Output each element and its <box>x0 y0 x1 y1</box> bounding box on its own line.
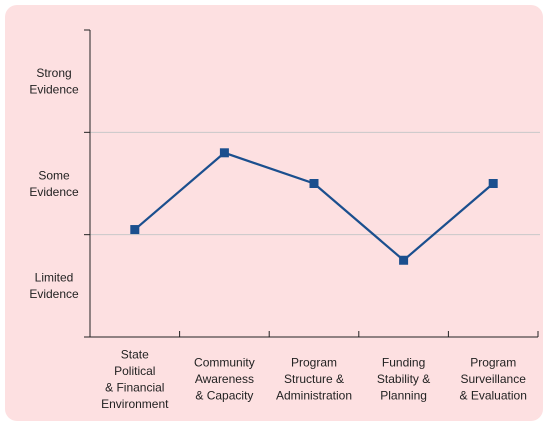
marker <box>488 179 498 188</box>
x-tick-label: Program Structure & Administration <box>276 356 352 403</box>
chart-background <box>5 5 543 421</box>
y-tick-label: Some Evidence <box>29 168 79 199</box>
y-tick-label: Limited Evidence <box>29 271 79 302</box>
x-tick-label: Community Awareness & Capacity <box>194 356 255 403</box>
x-tick-label: Funding Stability & Planning <box>377 356 430 403</box>
x-tick-label: State Political & Financial Environment <box>101 347 169 411</box>
marker <box>309 179 319 188</box>
marker <box>219 148 229 158</box>
marker <box>130 225 140 235</box>
y-tick-label: Strong Evidence <box>29 66 79 97</box>
x-tick-label: Program Surveillance & Evaluation <box>460 356 527 403</box>
marker <box>399 255 409 265</box>
